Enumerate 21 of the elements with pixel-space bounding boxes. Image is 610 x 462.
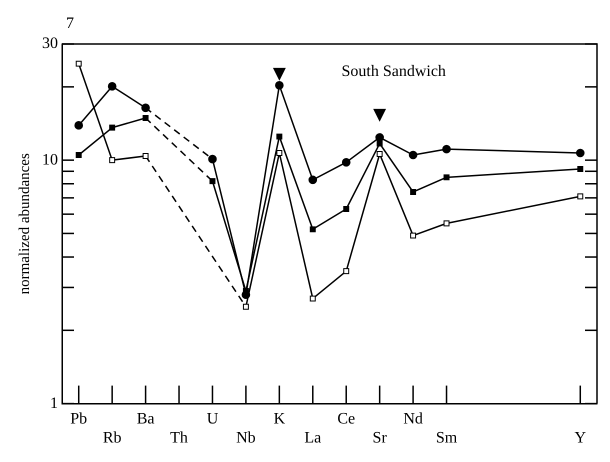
x-tick-label: Y: [574, 430, 586, 447]
annotation: ▼: [268, 60, 290, 86]
x-tick-label: Rb: [102, 430, 122, 447]
x-tick-label: Th: [170, 430, 188, 447]
x-tick-label: Ce: [337, 410, 356, 428]
annotation: ▼: [368, 102, 391, 127]
x-tick-label: Ba: [136, 410, 154, 428]
y-tick-label: 1: [50, 394, 58, 412]
x-tick-label: La: [304, 430, 322, 447]
x-tick-label: K: [274, 410, 286, 428]
x-tick-label: Nd: [403, 410, 423, 428]
y-axis-title: normalized abundances: [16, 153, 33, 294]
x-tick-label: U: [206, 410, 219, 428]
x-tick-label: Sr: [372, 430, 388, 447]
y-tick-label: 10: [42, 151, 58, 168]
x-tick-label: Pb: [70, 410, 88, 428]
y-tick-label: 30: [42, 35, 58, 52]
x-tick-label: Nb: [236, 430, 256, 447]
text: 7: [66, 15, 74, 32]
text: South Sandwich: [341, 63, 446, 80]
x-tick-label: Sm: [436, 430, 458, 447]
